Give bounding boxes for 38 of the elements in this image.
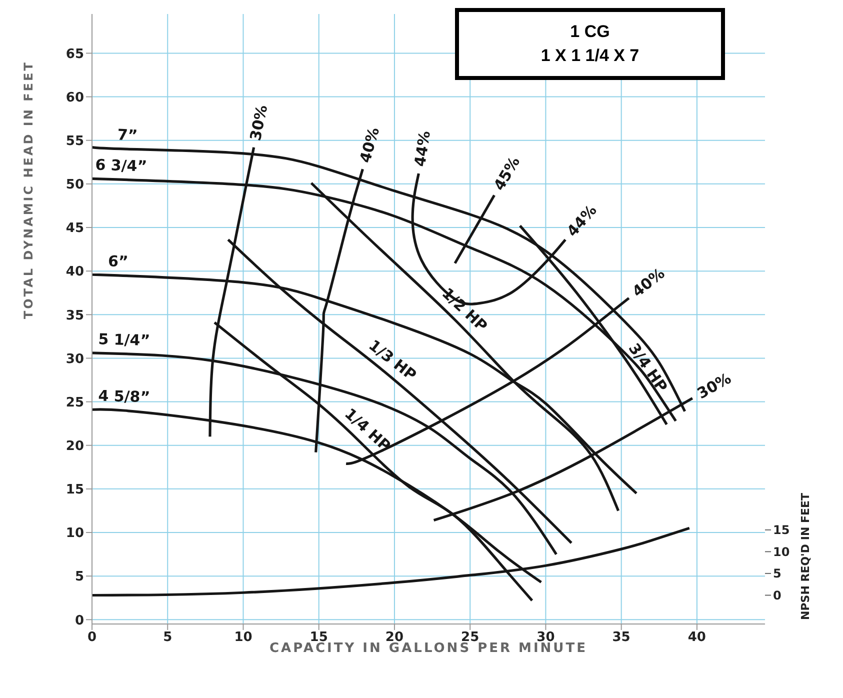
y-tick-label: 65 [66, 46, 84, 62]
x-tick-label: 10 [234, 630, 252, 646]
y2-tick-label: 15 [773, 523, 790, 538]
y-tick-label: 35 [66, 308, 84, 324]
y-tick-label: 15 [66, 482, 84, 498]
x-tick-label: 0 [87, 630, 97, 646]
y-tick-label: 45 [66, 221, 84, 236]
x-tick-label: 35 [612, 630, 630, 646]
y-tick-label: 40 [66, 264, 84, 280]
annotation: 40% [356, 125, 384, 165]
y-tick-label: 50 [66, 178, 84, 193]
annotation: 4 5/8” [98, 386, 150, 406]
y2-tick-label: 5 [773, 566, 782, 581]
y-axis-title: TOTAL DYNAMIC HEAD IN FEET [21, 60, 36, 319]
y-tick-label: 20 [66, 438, 84, 454]
y-tick-label: 30 [66, 352, 84, 367]
y-tick-label: 5 [74, 570, 84, 585]
y-tick-label: 0 [74, 613, 84, 628]
x-tick-label: 40 [688, 630, 706, 646]
x-tick-label: 5 [163, 630, 172, 646]
y2-axis-title: NPSH REQ'D IN FEET [799, 492, 812, 620]
y2-tick-label: 0 [773, 588, 782, 603]
y-tick-label: 60 [66, 90, 84, 106]
annotation: 44% [410, 130, 434, 168]
annotation: 1/4 HP [341, 404, 394, 455]
annotation: 6 3/4” [94, 156, 148, 176]
annotation: 7” [116, 126, 138, 145]
annotation: 30% [246, 103, 272, 142]
y-tick-label: 10 [66, 526, 84, 542]
y-tick-label: 55 [66, 134, 84, 149]
annotation: 30% [694, 369, 734, 403]
annotation: 1/3 HP [365, 336, 420, 384]
annotation: 5 1/4” [98, 330, 150, 350]
label-box: 1 CG 1 X 1 1/4 X 7 [455, 8, 725, 80]
y-tick-label: 25 [66, 395, 84, 410]
annotation: 6” [108, 252, 129, 271]
annotation: 3/4 HP [624, 340, 672, 396]
y2-tick-label: 10 [773, 544, 790, 559]
